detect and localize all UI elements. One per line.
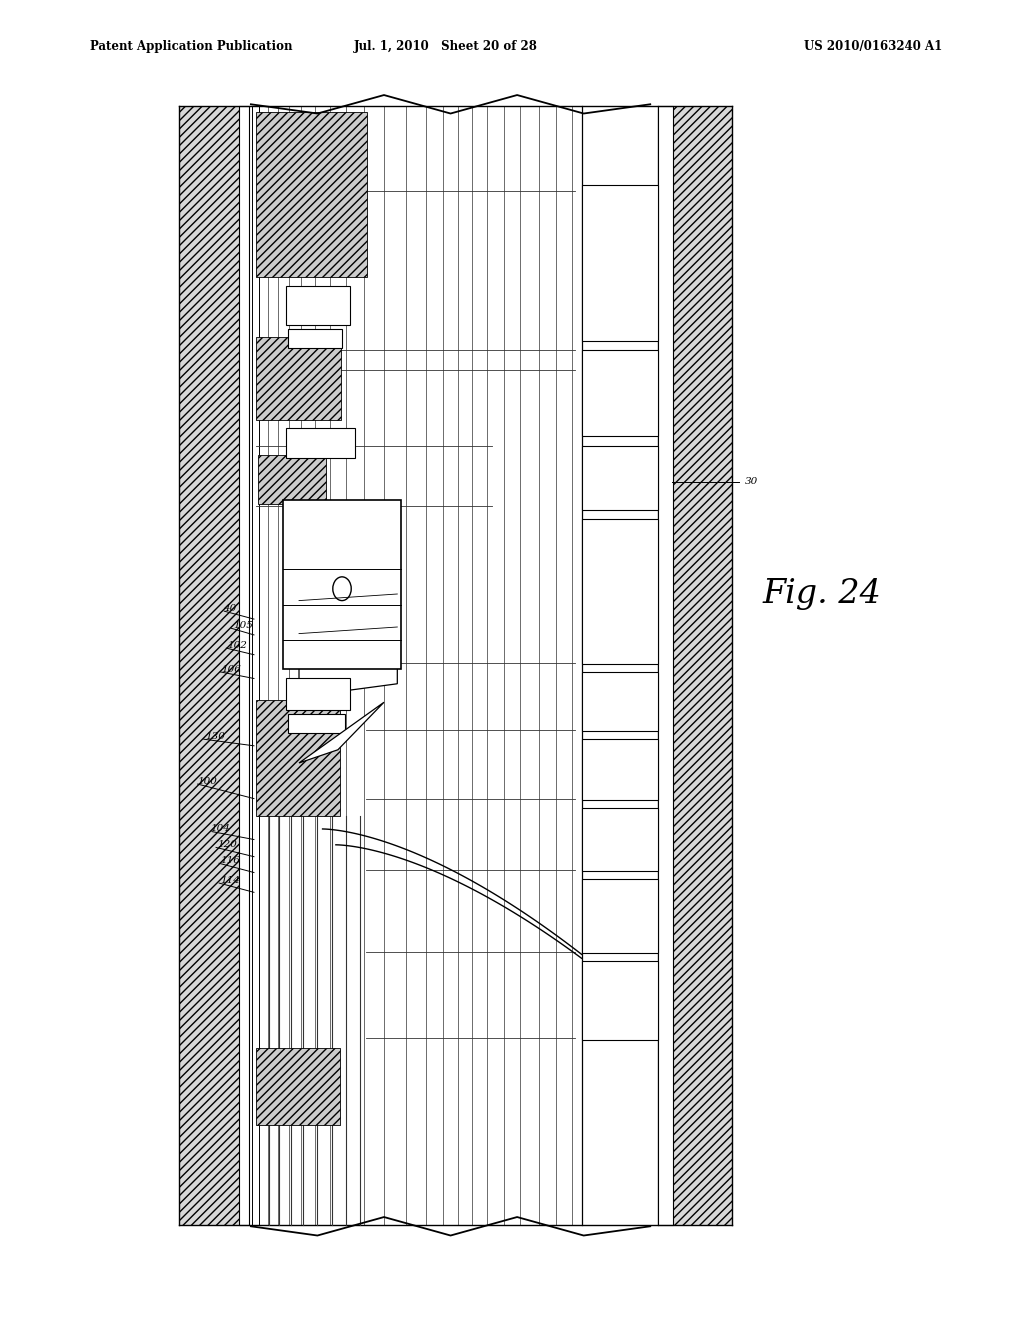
Bar xyxy=(256,1048,340,1125)
Bar xyxy=(252,106,259,1225)
Bar xyxy=(582,350,658,436)
Text: 30: 30 xyxy=(744,478,758,486)
Bar xyxy=(256,337,341,420)
Polygon shape xyxy=(299,702,384,763)
Bar xyxy=(288,714,345,733)
Bar xyxy=(286,678,350,710)
Text: 40: 40 xyxy=(223,605,237,612)
Bar xyxy=(288,329,342,348)
Bar xyxy=(286,286,350,325)
Bar xyxy=(582,185,658,341)
Text: 121: 121 xyxy=(289,700,308,708)
Text: Patent Application Publication: Patent Application Publication xyxy=(90,40,293,53)
Text: 114: 114 xyxy=(220,876,240,884)
Bar xyxy=(658,106,673,1225)
Bar xyxy=(582,446,658,510)
Bar xyxy=(256,112,367,277)
Bar xyxy=(582,672,658,731)
Bar xyxy=(258,455,326,504)
Bar xyxy=(239,106,249,1225)
Bar xyxy=(673,106,732,1225)
Text: 120: 120 xyxy=(217,841,237,849)
Bar xyxy=(582,808,658,871)
Text: 104: 104 xyxy=(210,825,229,833)
Polygon shape xyxy=(299,504,397,697)
Bar xyxy=(582,961,658,1040)
Bar xyxy=(582,739,658,800)
Bar xyxy=(283,500,401,669)
Text: Fig. 24: Fig. 24 xyxy=(763,578,882,610)
Text: 116: 116 xyxy=(220,857,240,865)
Text: 105: 105 xyxy=(233,622,253,630)
Text: 130: 130 xyxy=(205,733,224,741)
Text: US 2010/0163240 A1: US 2010/0163240 A1 xyxy=(804,40,942,53)
Text: 100: 100 xyxy=(198,777,217,785)
Bar xyxy=(179,106,239,1225)
Text: 106: 106 xyxy=(221,665,241,673)
Bar xyxy=(582,519,658,664)
Text: 102: 102 xyxy=(227,642,247,649)
Bar xyxy=(582,879,658,953)
Bar xyxy=(286,428,355,458)
Bar xyxy=(256,700,340,816)
Text: Jul. 1, 2010   Sheet 20 of 28: Jul. 1, 2010 Sheet 20 of 28 xyxy=(353,40,538,53)
